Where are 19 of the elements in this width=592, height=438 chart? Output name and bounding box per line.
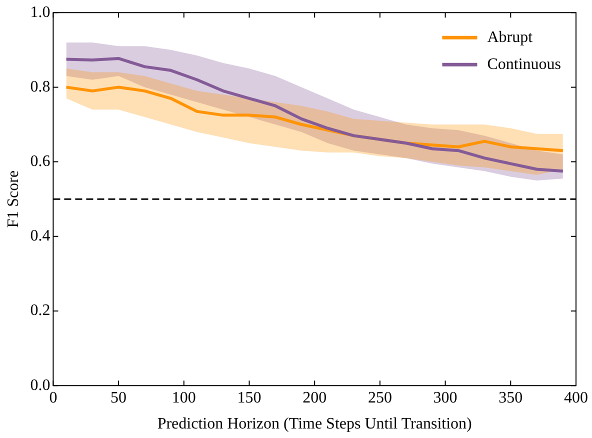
x-tick-label: 50 (110, 389, 127, 406)
y-tick-label: 0.8 (30, 78, 50, 96)
x-tick-label: 100 (172, 389, 196, 406)
x-tick-label: 0 (49, 389, 58, 406)
y-tick-label: 1.0 (30, 4, 50, 21)
legend-label: Continuous (487, 56, 562, 73)
y-axis-title: F1 Score (4, 170, 22, 228)
x-tick-label: 250 (368, 389, 392, 406)
x-tick-label: 400 (564, 389, 588, 406)
x-tick-label: 150 (237, 389, 262, 406)
x-axis-title: Prediction Horizon (Time Steps Until Transition) (157, 416, 472, 433)
x-tick-label: 300 (433, 389, 458, 406)
y-tick-label: 0.2 (30, 302, 50, 320)
y-tick-label: 0.6 (30, 153, 50, 170)
y-tick-label: 0.0 (30, 376, 50, 394)
legend-label: Abrupt (487, 28, 534, 46)
x-tick-label: 200 (302, 389, 327, 406)
x-tick-label: 350 (498, 389, 523, 406)
y-tick-label: 0.4 (30, 228, 50, 245)
